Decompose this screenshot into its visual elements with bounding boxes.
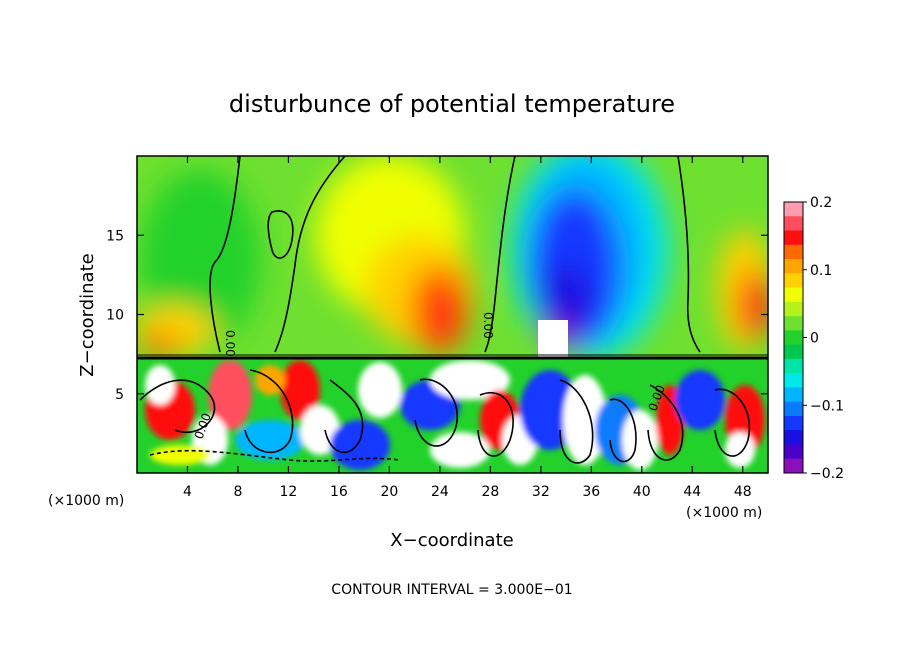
contour-lower-2	[244, 369, 294, 454]
blob-white-6	[430, 432, 490, 468]
x-tick-label: 4	[183, 484, 192, 500]
y-tick-label: 15	[106, 228, 124, 244]
colorbar-swatch	[784, 373, 803, 388]
region-red-center	[428, 285, 456, 345]
x-tick-label: 8	[233, 484, 242, 500]
contour-zero-3	[267, 210, 294, 259]
white-patch-center	[538, 320, 568, 358]
x-tick-label: 40	[633, 484, 651, 500]
blob-blue-6	[675, 370, 725, 430]
colorbar-tick-label: −0.2	[810, 466, 844, 482]
x-tick-label: 44	[683, 484, 701, 500]
x-tick-label: 36	[582, 484, 600, 500]
colorbar-tick-label: 0	[810, 331, 819, 347]
region-orange-lower-left	[140, 333, 180, 357]
colorbar-swatch	[784, 330, 803, 346]
x-tick-label: 16	[330, 484, 348, 500]
colorbar-swatch	[784, 230, 803, 246]
contour-lower-9	[714, 388, 751, 457]
contour-zero-5	[677, 156, 701, 353]
colorbar-swatch	[784, 415, 803, 431]
y-tick-label: 5	[115, 387, 124, 403]
colorbar-swatch	[784, 401, 803, 417]
y-axis: 5 10 15	[106, 228, 768, 403]
y-axis-label: Z−coordinate	[77, 253, 98, 376]
upper-layer-blobs	[137, 156, 768, 360]
blob-white-5	[430, 360, 510, 400]
blob-red-2	[208, 360, 252, 430]
x-axis: 4 8 12 16 20 24 28 32 36 40 44 48	[183, 156, 752, 500]
x-tick-label: 20	[380, 484, 398, 500]
contour-interval-note: CONTOUR INTERVAL = 3.000E−01	[331, 582, 572, 598]
blob-white-10	[725, 432, 755, 468]
x-tick-label: 24	[431, 484, 449, 500]
contour-lower-10	[149, 449, 401, 462]
colorbar-tick-label: −0.1	[810, 398, 844, 414]
colorbar-swatch	[784, 430, 803, 445]
colorbar-swatch	[784, 444, 803, 460]
x-unit-left: (×1000 m)	[48, 493, 124, 509]
contour-label: 0.00	[481, 312, 495, 339]
colorbar-swatch	[784, 273, 803, 289]
x-tick-label: 32	[532, 484, 550, 500]
x-tick-label: 28	[481, 484, 499, 500]
heatmap-field	[137, 156, 768, 473]
blob-white-4	[358, 362, 402, 418]
contour-zero-4	[484, 156, 516, 353]
contour-zero-2	[274, 156, 346, 353]
contour-lower-8	[647, 384, 684, 461]
colorbar-swatch	[784, 202, 803, 217]
contour-lower-4	[414, 378, 458, 447]
contour-lower-7	[609, 398, 637, 463]
contour-lower-3	[324, 379, 364, 454]
x-unit-right: (×1000 m)	[686, 505, 762, 521]
colorbar-swatch	[784, 259, 803, 274]
blob-white-9	[622, 410, 658, 470]
chart-title: disturbunce of potential temperature	[229, 90, 675, 118]
region-green-left	[140, 170, 260, 350]
contour-label: 0.00	[223, 330, 237, 357]
contour-lower-6	[559, 379, 594, 464]
colorbar-ticks: 0.2 0.1 0 −0.1 −0.2	[803, 195, 844, 482]
contour-lower-5	[477, 392, 514, 457]
y-tick-label: 10	[106, 308, 124, 324]
blob-yellow-1	[150, 445, 210, 465]
x-tick-label: 12	[280, 484, 298, 500]
blob-orange-1	[255, 365, 285, 395]
colorbar-swatch	[784, 301, 803, 317]
contour-zero-1	[209, 156, 241, 353]
contour-lines	[137, 156, 768, 464]
colorbar-swatch	[784, 358, 803, 374]
colorbar-tick-label: 0.1	[810, 263, 832, 279]
blob-white-8	[563, 375, 607, 465]
colorbar-swatch	[784, 458, 803, 474]
blob-blue-1	[235, 420, 305, 460]
colorbar	[784, 202, 803, 474]
contour-lower-1	[139, 379, 216, 433]
colorbar-swatch	[784, 344, 803, 360]
region-red-far-right	[739, 270, 768, 340]
x-axis-label: X−coordinate	[390, 530, 513, 551]
colorbar-swatch	[784, 244, 803, 260]
colorbar-swatch	[784, 387, 803, 403]
blob-blue-2	[330, 420, 390, 470]
colorbar-swatch	[784, 216, 803, 232]
colorbar-swatch	[784, 316, 803, 331]
colorbar-swatch	[784, 287, 803, 303]
x-tick-label: 48	[734, 484, 752, 500]
colorbar-tick-label: 0.2	[810, 195, 832, 211]
